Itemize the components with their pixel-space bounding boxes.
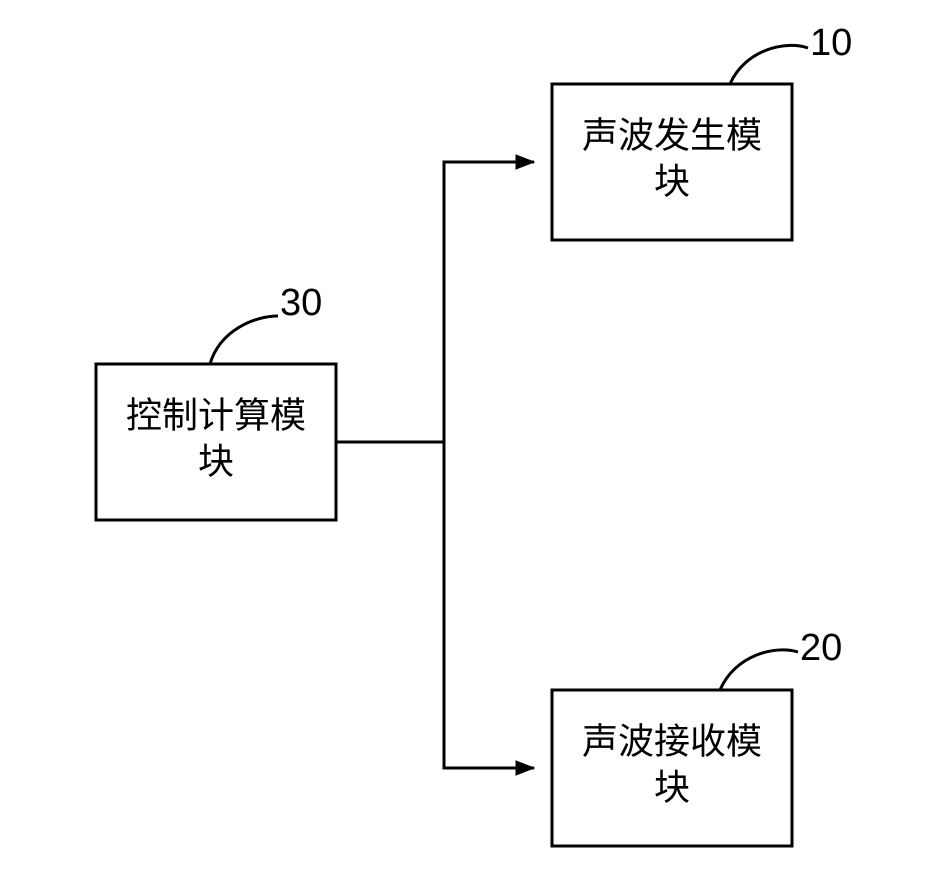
node-label-n30-line-0: 控制计算模 <box>126 395 306 435</box>
node-n30: 控制计算模块 30 <box>96 282 336 520</box>
diagram-canvas: 控制计算模块30声波发生模块10声波接收模块20 <box>0 0 930 896</box>
node-label-n10-line-0: 声波发生模 <box>582 115 762 155</box>
ref-number-n10: 10 <box>810 22 852 64</box>
arrowhead-n30-n10 <box>516 155 534 169</box>
leader-n30 <box>210 316 278 364</box>
node-label-n20-line-0: 声波接收模 <box>582 721 762 761</box>
node-label-n10-line-1: 块 <box>654 161 690 201</box>
edge-n30-n10 <box>336 162 534 442</box>
leader-n10 <box>730 45 808 84</box>
ref-number-n20: 20 <box>800 627 842 669</box>
edge-n30-n20 <box>336 442 534 768</box>
leader-n20 <box>720 650 798 690</box>
node-n10: 声波发生模块 10 <box>552 22 852 240</box>
node-label-n20-line-1: 块 <box>654 767 690 807</box>
node-n20: 声波接收模块 20 <box>552 627 842 846</box>
arrowhead-n30-n20 <box>516 761 534 775</box>
node-label-n30-line-1: 块 <box>198 441 234 481</box>
ref-number-n30: 30 <box>280 282 322 324</box>
